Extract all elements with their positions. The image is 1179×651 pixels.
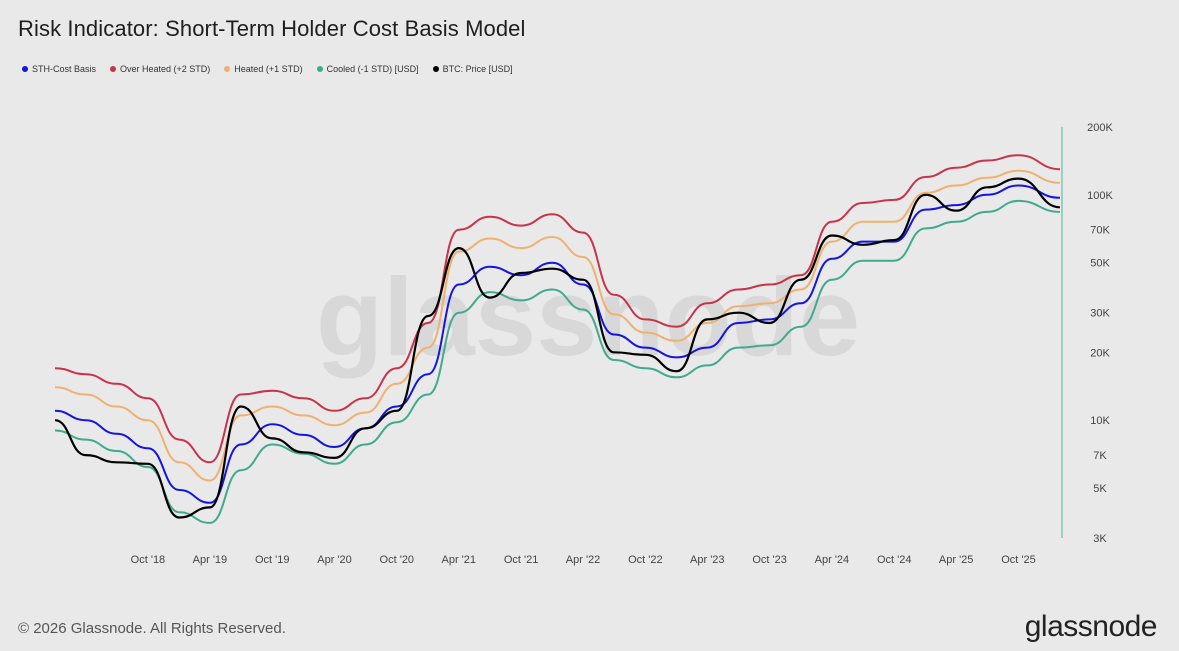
copyright-footer: © 2026 Glassnode. All Rights Reserved. <box>18 620 286 637</box>
x-tick-label: Apr '20 <box>317 554 352 566</box>
x-tick-label: Oct '21 <box>504 554 539 566</box>
legend-label-heated: Heated (+1 STD) <box>234 64 303 74</box>
y-tick-label: 50K <box>1090 258 1110 270</box>
brand-logo: glassnode <box>1024 610 1158 643</box>
x-tick-label: Apr '22 <box>566 554 601 566</box>
y-tick-label: 20K <box>1090 347 1110 359</box>
legend-item-btc-price[interactable]: BTC: Price [USD] <box>432 64 513 74</box>
y-tick-label: 5K <box>1093 483 1107 495</box>
x-tick-label: Oct '25 <box>1001 554 1036 566</box>
y-axis: 3K 5K 7K 10K 20K 30K 50K 70K 100K 200K <box>1061 122 1114 545</box>
x-tick-label: Oct '19 <box>255 554 290 566</box>
legend-swatch-over-heated <box>110 66 117 72</box>
legend-item-cooled[interactable]: Cooled (-1 STD) [USD] <box>316 64 419 74</box>
legend-item-over-heated[interactable]: Over Heated (+2 STD) <box>110 64 210 74</box>
y-tick-label: 100K <box>1087 190 1113 202</box>
x-tick-label: Oct '22 <box>628 554 663 566</box>
y-tick-label: 200K <box>1087 122 1113 134</box>
cooled-line <box>54 199 1061 524</box>
legend-label-over-heated: Over Heated (+2 STD) <box>120 64 211 74</box>
y-tick-label: 7K <box>1093 450 1107 462</box>
x-tick-label: Apr '23 <box>690 554 725 566</box>
legend-item-heated[interactable]: Heated (+1 STD) <box>224 64 303 74</box>
chart-title: Risk Indicator: Short-Term Holder Cost B… <box>18 16 526 41</box>
x-axis: Oct '18 Apr '19 Oct '19 Apr '20 Oct '20 Apr '… <box>131 554 1036 566</box>
x-tick-label: Oct '18 <box>131 554 166 566</box>
btc-price-line <box>54 177 1061 519</box>
legend-swatch-sth <box>22 66 28 72</box>
series-layer <box>54 154 1061 524</box>
y-tick-label: 30K <box>1090 308 1110 320</box>
chart-legend: STH-Cost Basis Over Heated (+2 STD) Heat… <box>22 64 513 74</box>
x-tick-label: Apr '25 <box>939 554 974 566</box>
x-tick-label: Oct '24 <box>877 554 912 566</box>
legend-swatch-heated <box>224 66 231 72</box>
x-tick-label: Apr '19 <box>193 554 228 566</box>
over-heated-line <box>54 154 1061 464</box>
y-tick-label: 10K <box>1090 415 1110 427</box>
heated-line <box>54 169 1061 482</box>
legend-swatch-btc-price <box>432 66 439 72</box>
legend-label-cooled: Cooled (-1 STD) [USD] <box>326 64 419 74</box>
x-tick-label: Apr '24 <box>815 554 850 566</box>
legend-swatch-cooled <box>316 66 323 72</box>
y-tick-label: 70K <box>1090 225 1110 237</box>
legend-label-btc-price: BTC: Price [USD] <box>442 64 513 74</box>
legend-label-sth: STH-Cost Basis <box>32 64 97 74</box>
x-tick-label: Oct '20 <box>380 554 415 566</box>
x-tick-label: Apr '21 <box>442 554 477 566</box>
chart-canvas: glassnode 3K5K7K10K20K30K50K70K100K200K … <box>54 122 1114 566</box>
legend-item-sth[interactable]: STH-Cost Basis <box>22 64 96 74</box>
x-tick-label: Oct '23 <box>752 554 787 566</box>
y-tick-label: 3K <box>1093 533 1107 545</box>
